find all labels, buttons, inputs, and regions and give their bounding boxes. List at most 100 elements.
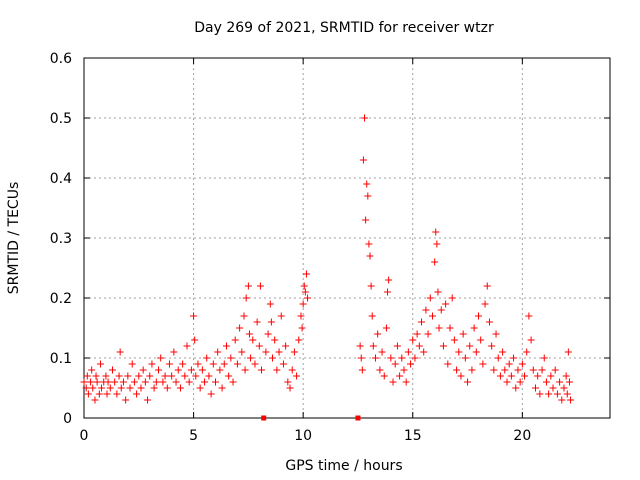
- data-point: [461, 354, 469, 362]
- x-axis-label: GPS time / hours: [285, 458, 402, 474]
- data-point: [241, 366, 249, 374]
- data-point: [220, 360, 228, 368]
- data-point: [391, 360, 399, 368]
- data-point: [378, 348, 386, 356]
- data-point: [433, 240, 441, 248]
- data-point: [227, 354, 235, 362]
- data-point: [214, 348, 222, 356]
- y-tick-label: 0.1: [50, 351, 72, 367]
- data-point: [264, 330, 272, 338]
- data-point: [357, 354, 365, 362]
- data-point: [207, 390, 215, 398]
- data-point: [179, 360, 187, 368]
- data-point: [93, 378, 101, 386]
- data-point: [249, 336, 257, 344]
- data-point: [183, 342, 191, 350]
- data-point: [172, 378, 180, 386]
- data-point: [192, 372, 200, 380]
- data-point: [275, 348, 283, 356]
- data-point: [253, 318, 261, 326]
- data-point: [96, 360, 104, 368]
- data-point: [117, 384, 125, 392]
- data-point: [102, 372, 110, 380]
- data-point: [83, 372, 91, 380]
- data-point: [534, 372, 542, 380]
- data-point: [286, 384, 294, 392]
- data-point: [304, 294, 312, 302]
- data-point: [492, 330, 500, 338]
- data-point: [273, 366, 281, 374]
- data-point: [366, 252, 374, 260]
- data-point: [562, 372, 570, 380]
- data-point: [531, 384, 539, 392]
- data-point: [505, 360, 513, 368]
- data-point: [411, 354, 419, 362]
- data-point: [547, 372, 555, 380]
- data-point: [556, 378, 564, 386]
- plot-frame: [83, 57, 611, 419]
- data-point: [432, 228, 440, 236]
- y-tick-label: 0.6: [50, 51, 72, 67]
- data-point: [222, 342, 230, 350]
- data-point: [439, 342, 447, 350]
- x-tick-label: 20: [513, 428, 531, 444]
- data-point: [464, 378, 472, 386]
- data-point: [363, 180, 371, 188]
- data-point: [262, 348, 270, 356]
- x-tick-label: 5: [189, 428, 198, 444]
- data-point: [116, 348, 124, 356]
- data-point: [152, 378, 160, 386]
- data-point: [168, 372, 176, 380]
- data-point: [409, 336, 417, 344]
- data-point: [453, 366, 461, 374]
- data-point: [198, 366, 206, 374]
- chart-title: Day 269 of 2021, SRMTID for receiver wtz…: [194, 20, 494, 36]
- data-point: [126, 384, 134, 392]
- data-point: [402, 378, 410, 386]
- data-point: [525, 312, 533, 320]
- data-point: [435, 324, 443, 332]
- data-point: [560, 384, 568, 392]
- data-point: [282, 342, 290, 350]
- data-point: [133, 390, 141, 398]
- data-point: [251, 360, 259, 368]
- y-tick-label: 0.4: [50, 171, 72, 187]
- data-point: [244, 282, 252, 290]
- data-point: [422, 306, 430, 314]
- data-point: [512, 384, 520, 392]
- data-point: [91, 396, 99, 404]
- data-point: [514, 366, 522, 374]
- data-point: [518, 360, 526, 368]
- data-point: [356, 342, 364, 350]
- data-point: [475, 312, 482, 320]
- data-point: [407, 360, 415, 368]
- data-point: [256, 282, 264, 290]
- data-point: [448, 294, 456, 302]
- data-point: [293, 372, 301, 380]
- data-point: [477, 336, 485, 344]
- data-point: [442, 300, 450, 308]
- data-point: [229, 378, 237, 386]
- data-point: [236, 324, 244, 332]
- data-point: [455, 348, 463, 356]
- data-point: [380, 372, 388, 380]
- data-point: [479, 360, 487, 368]
- data-point: [190, 312, 198, 320]
- data-point: [111, 378, 119, 386]
- data-point: [141, 378, 149, 386]
- data-point: [298, 324, 306, 332]
- ticks-layer: 0 5 10 15 20 0 0.1 0.2 0.3 0.4 0.5 0.6: [50, 51, 610, 444]
- data-point: [258, 366, 266, 374]
- data-point: [128, 360, 136, 368]
- data-point: [542, 378, 550, 386]
- y-tick-label: 0.3: [50, 231, 72, 247]
- data-point: [255, 342, 263, 350]
- data-point: [242, 294, 250, 302]
- data-point: [459, 330, 467, 338]
- grid-layer: [84, 58, 610, 418]
- data-point: [225, 372, 233, 380]
- data-point: [209, 360, 217, 368]
- data-point: [553, 390, 561, 398]
- data-point: [468, 366, 476, 374]
